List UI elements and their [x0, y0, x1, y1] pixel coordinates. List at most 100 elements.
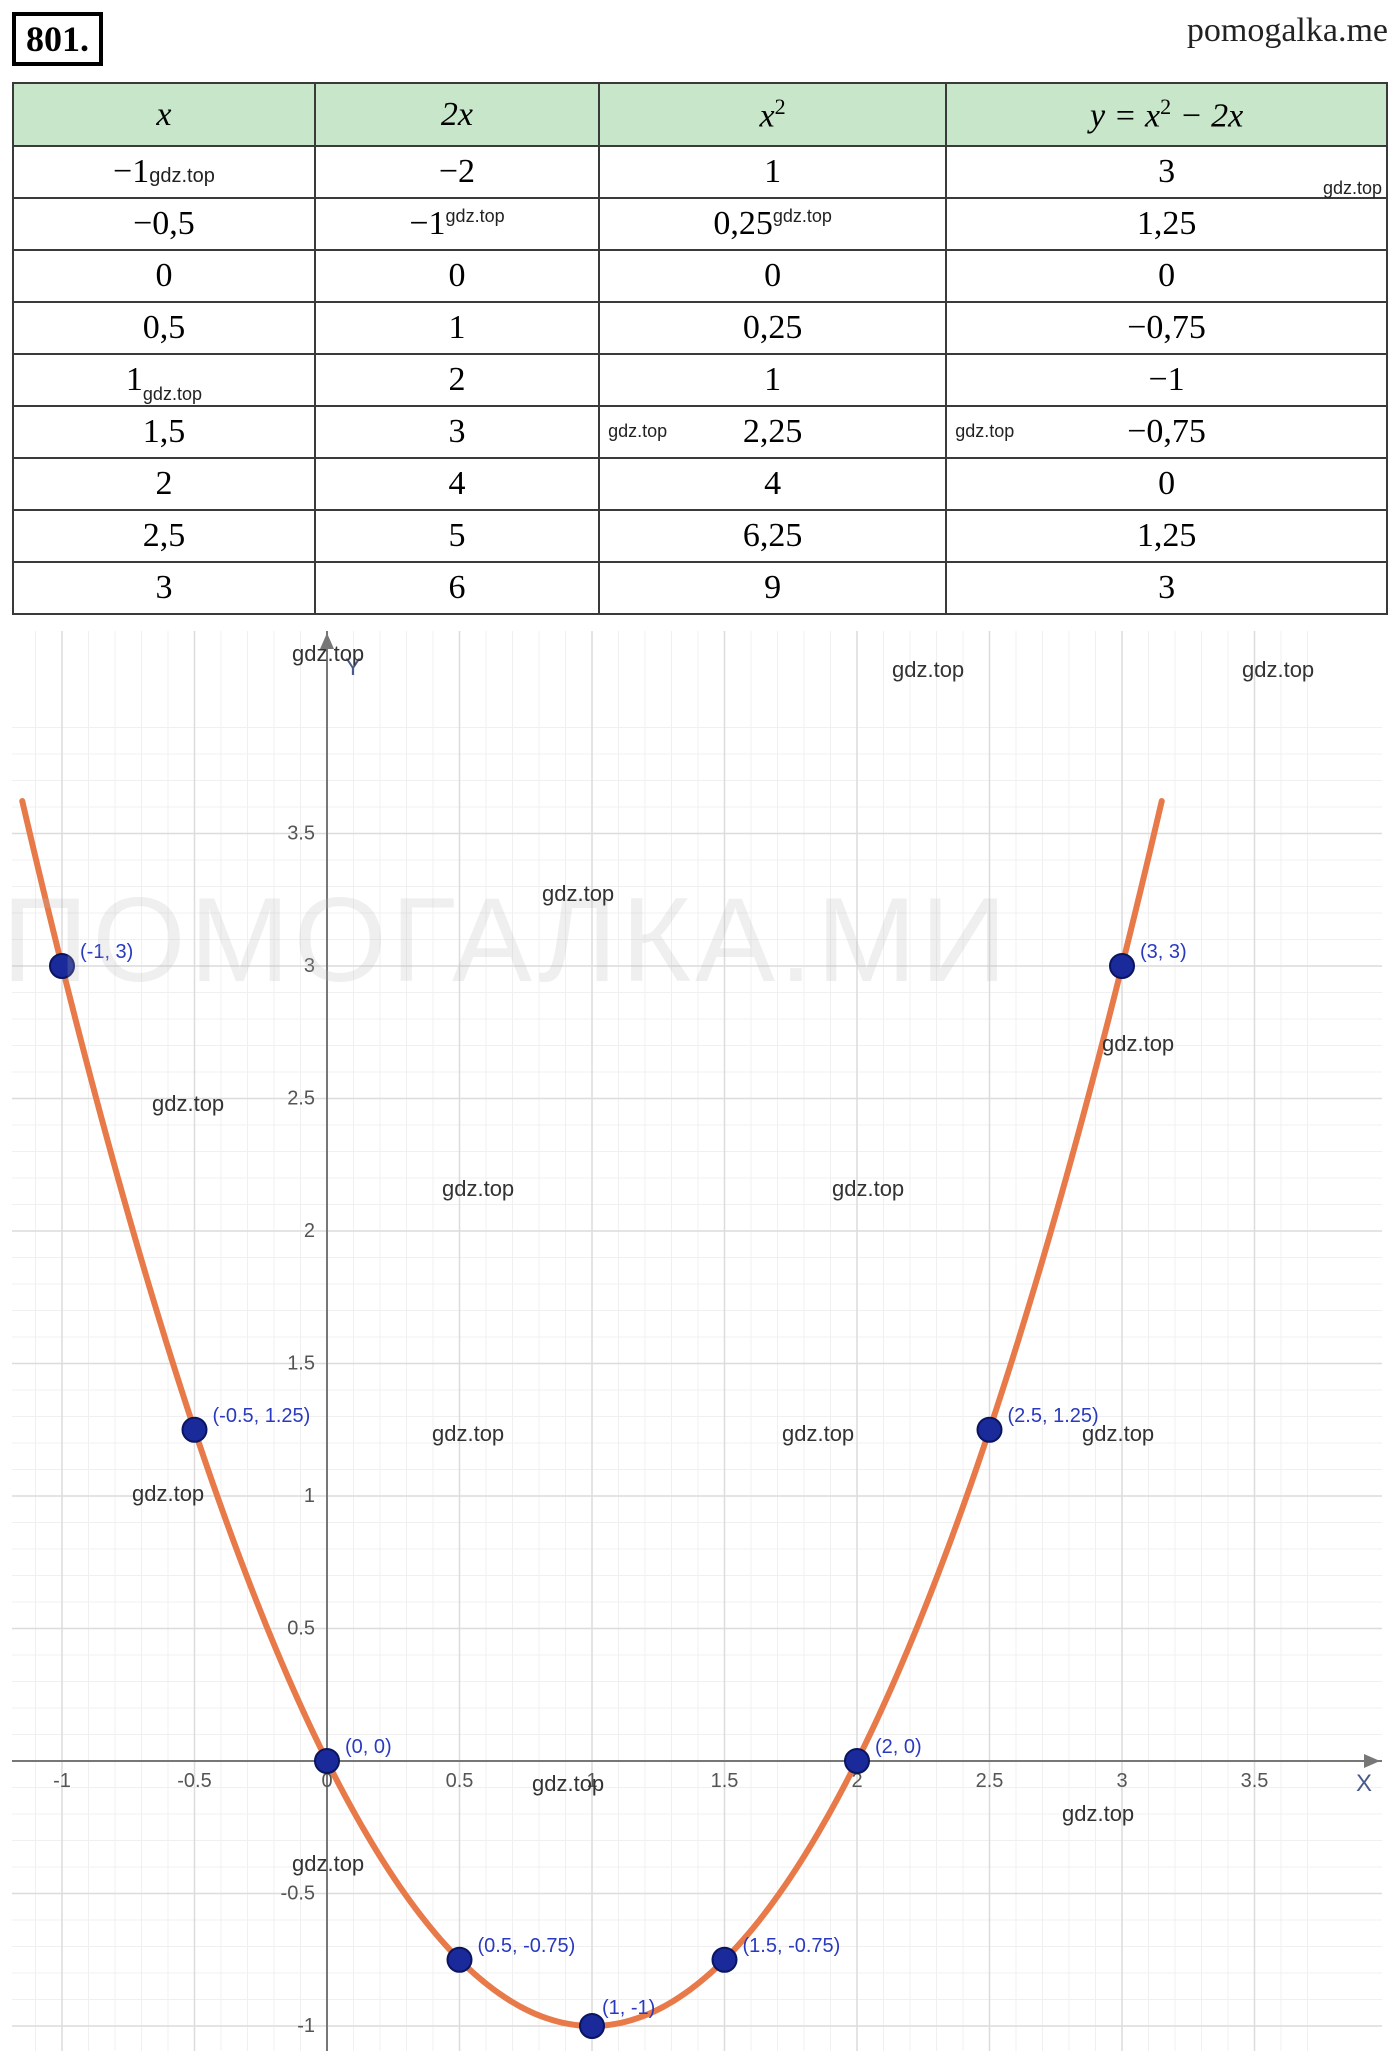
table-cell: 0: [599, 250, 946, 302]
table-header: 2x: [315, 83, 599, 146]
data-point: [448, 1948, 472, 1972]
table-cell: 6,25: [599, 510, 946, 562]
svg-text:0.5: 0.5: [446, 1770, 474, 1792]
data-table: x2xx2y = x2 − 2x −1gdz.top−213gdz.top−0,…: [12, 82, 1388, 615]
table-cell: 0,25: [599, 302, 946, 354]
point-label: (-1, 3): [80, 941, 133, 963]
table-row: −0,5−1gdz.top0,25gdz.top1,25: [13, 198, 1387, 250]
table-header: x: [13, 83, 315, 146]
watermark-text: gdz.top: [292, 1851, 364, 1877]
point-label: (2, 0): [875, 1736, 922, 1758]
svg-text:1.5: 1.5: [711, 1770, 739, 1792]
svg-text:2.5: 2.5: [287, 1088, 315, 1110]
table-cell: gdz.top2,25: [599, 406, 946, 458]
table-cell: 5: [315, 510, 599, 562]
table-cell: 2: [13, 458, 315, 510]
table-cell: 0,5: [13, 302, 315, 354]
watermark-text: gdz.top: [446, 206, 505, 226]
problem-number: 801.: [12, 12, 103, 66]
table-cell: 1: [599, 354, 946, 406]
grid-major: [12, 631, 1382, 2051]
data-point: [845, 1749, 869, 1773]
watermark-text: gdz.top: [955, 421, 1014, 442]
svg-text:3.5: 3.5: [287, 823, 315, 845]
svg-text:2.5: 2.5: [976, 1770, 1004, 1792]
svg-text:-1: -1: [53, 1770, 71, 1792]
table-row: 0000: [13, 250, 1387, 302]
data-point: [713, 1948, 737, 1972]
watermark-text: gdz.top: [1062, 1801, 1134, 1827]
table-cell: 3: [946, 562, 1387, 614]
watermark-text: gdz.top: [1082, 1421, 1154, 1447]
watermark-text: gdz.top: [608, 421, 667, 442]
table-cell: 0: [946, 250, 1387, 302]
watermark-text: gdz.top: [432, 1421, 504, 1447]
table-cell: 1: [315, 302, 599, 354]
table-cell: −1gdz.top: [315, 198, 599, 250]
grid-minor: [12, 631, 1382, 2051]
watermark-text: gdz.top: [782, 1421, 854, 1447]
watermark-text: gdz.top: [832, 1176, 904, 1202]
table-cell: 2,5: [13, 510, 315, 562]
watermark-text: gdz.top: [442, 1176, 514, 1202]
header-row: 801. pomogalka.me: [12, 12, 1388, 66]
table-cell: 3: [13, 562, 315, 614]
svg-text:-0.5: -0.5: [177, 1770, 211, 1792]
table-cell: 0: [946, 458, 1387, 510]
parabola-chart: -1-0.500.511.522.533.5-1-0.50.511.522.53…: [12, 631, 1382, 2051]
svg-text:1: 1: [304, 1485, 315, 1507]
watermark-text: gdz.top: [292, 641, 364, 667]
svg-text:-1: -1: [297, 2015, 315, 2037]
table-cell: 4: [315, 458, 599, 510]
chart-area: -1-0.500.511.522.533.5-1-0.50.511.522.53…: [12, 631, 1382, 2051]
table-cell: 6: [315, 562, 599, 614]
table-header: x2: [599, 83, 946, 146]
table-cell: −0,5: [13, 198, 315, 250]
table-cell: 1: [599, 146, 946, 198]
table-cell: gdz.top−0,75: [946, 406, 1387, 458]
point-label: (3, 3): [1140, 941, 1187, 963]
table-cell: 3: [315, 406, 599, 458]
table-cell: 0: [315, 250, 599, 302]
table-cell: −1: [946, 354, 1387, 406]
table-cell: 1,25: [946, 198, 1387, 250]
table-row: 1gdz.top21−1: [13, 354, 1387, 406]
table-row: 3693: [13, 562, 1387, 614]
data-point: [1110, 954, 1134, 978]
table-cell: 0: [13, 250, 315, 302]
table-row: 2,556,251,25: [13, 510, 1387, 562]
table-cell: 9: [599, 562, 946, 614]
table-cell: −2: [315, 146, 599, 198]
table-cell: −1gdz.top: [13, 146, 315, 198]
table-cell: 0,25gdz.top: [599, 198, 946, 250]
svg-text:1.5: 1.5: [287, 1353, 315, 1375]
svg-text:-0.5: -0.5: [281, 1883, 315, 1905]
svg-text:3: 3: [304, 955, 315, 977]
point-label: (0, 0): [345, 1736, 392, 1758]
watermark-text: gdz.top: [1323, 178, 1382, 199]
table-row: −1gdz.top−213gdz.top: [13, 146, 1387, 198]
watermark-text: gdz.top: [152, 1091, 224, 1117]
table-row: 0,510,25−0,75: [13, 302, 1387, 354]
table-row: 2440: [13, 458, 1387, 510]
data-point: [580, 2014, 604, 2038]
watermark-text: gdz.top: [132, 1481, 204, 1507]
svg-text:0.5: 0.5: [287, 1618, 315, 1640]
svg-text:2: 2: [304, 1220, 315, 1242]
point-label: (-0.5, 1.25): [213, 1405, 311, 1427]
table-cell: 4: [599, 458, 946, 510]
data-point: [50, 954, 74, 978]
watermark-text: gdz.top: [532, 1771, 604, 1797]
svg-text:3.5: 3.5: [1241, 1770, 1269, 1792]
point-label: (1.5, -0.75): [743, 1935, 841, 1957]
point-label: (1, -1): [602, 1997, 655, 2019]
table-cell: −0,75: [946, 302, 1387, 354]
watermark-text: gdz.top: [542, 881, 614, 907]
watermark-text: gdz.top: [143, 384, 202, 404]
data-point: [315, 1749, 339, 1773]
watermark-text: gdz.top: [149, 165, 215, 187]
watermark-text: gdz.top: [892, 657, 964, 683]
table-cell: 2: [315, 354, 599, 406]
data-point: [978, 1418, 1002, 1442]
site-name: pomogalka.me: [1187, 12, 1388, 50]
